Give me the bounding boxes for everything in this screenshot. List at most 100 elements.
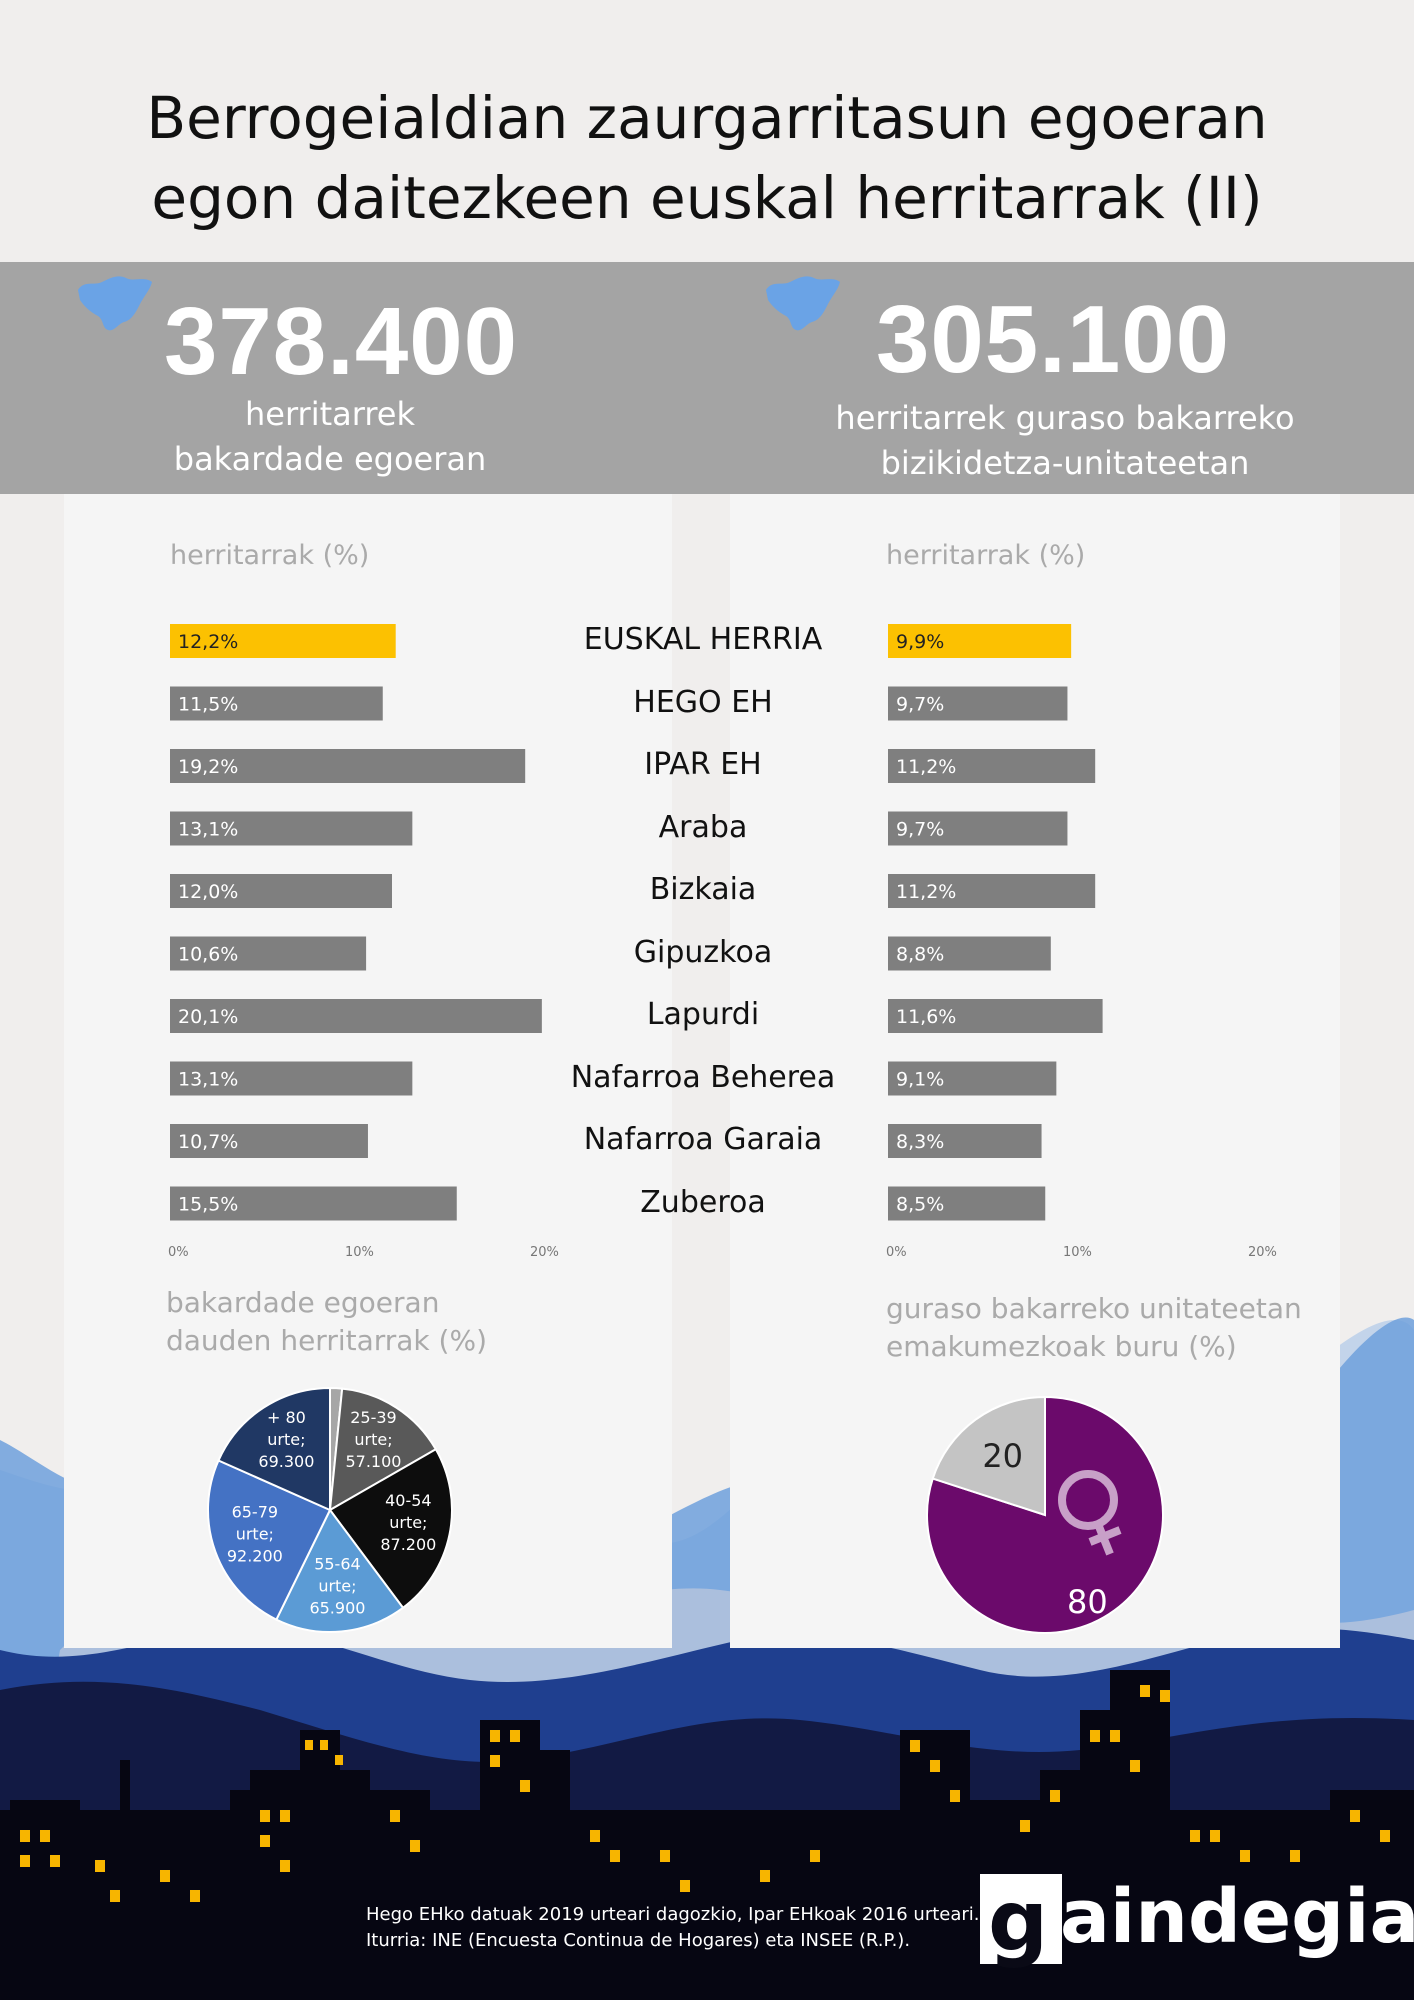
left-big-number: 378.400 [164,288,519,395]
region-label: Bizkaia [649,872,757,907]
left-bar-label: 10,7% [178,1131,238,1153]
left-axis-title: herritarrak (%) [170,540,370,571]
right-pie-slice [931,1395,1046,1517]
right-tick-label: 10% [1063,1245,1092,1260]
right-tick-label: 20% [1248,1245,1277,1260]
right-pie-title-line-2: emakumezkoak buru (%) [886,1330,1237,1363]
right-bar-label: 11,6% [896,1006,956,1028]
right-bar [888,999,1103,1033]
right-tick-label: 0% [886,1245,907,1260]
left-bar [170,686,383,721]
left-tick-label: 20% [530,1245,559,1260]
right-bar [888,1186,1046,1221]
right-bar-chart: 9,9% 9,7% 11,2% 9,7% 11,2% 8,8% 11,6% 9,1% 8,3% 8… [886,624,1277,1260]
right-bar-label: 9,9% [896,631,944,653]
basque-country-map-icon [78,276,152,331]
right-bar [888,1124,1042,1158]
left-pie-slice [328,1447,453,1610]
left-pie-slice-label: urte; [389,1513,427,1532]
left-big-subtitle: herritarrek bakardade egoeran [130,392,530,482]
left-bar [170,811,413,846]
left-pie-slice-label: urte; [236,1524,274,1543]
left-bar-label: 13,1% [178,819,238,841]
left-pie-slice-label: 57.100 [345,1452,401,1471]
footnote-line-2: Iturria: INE (Encuesta Continua de Hogar… [366,1930,911,1951]
female-symbol-icon [1058,1470,1122,1556]
right-pie-chart: 80 20 [926,1395,1164,1634]
title-line-1: Berrogeialdian zaurgarritasun egoeran [146,84,1268,152]
left-bar-chart: 12,2% 11,5% 19,2% 13,1% 12,0% 10,6% 20,1% 13,1%… [168,624,559,1260]
left-pie-slice [328,1387,438,1512]
left-pie-slice-label: 92.200 [227,1546,283,1565]
right-pie-title-line-1: guraso bakarreko unitateetan [886,1292,1302,1325]
footnote: Hego EHko datuak 2019 urteari dagozkio, … [366,1902,980,1954]
left-pie-slice [207,1459,332,1621]
right-axis-title: herritarrak (%) [886,540,1086,571]
left-pie-title-line-2: dauden herritarrak (%) [166,1324,488,1357]
right-bar [888,874,1096,908]
right-big-subtitle: herritarrek guraso bakarreko bizikidetza… [800,396,1330,486]
city-skyline [0,1670,1414,2000]
right-bar-label: 9,7% [896,819,944,841]
region-label: HEGO EH [633,684,773,720]
region-label: Lapurdi [646,997,760,1032]
region-label: Nafarroa Garaia [583,1122,823,1157]
left-bar [170,999,542,1033]
lit-windows [20,1685,1390,1902]
right-bar-label: 9,7% [896,694,944,716]
left-bar-label: 12,2% [178,631,238,653]
right-subtitle-line-1: herritarrek guraso bakarreko [835,399,1295,437]
logo-first-letter: g [988,1872,1049,1970]
left-tick-label: 0% [168,1245,189,1260]
region-label: IPAR EH [644,747,762,782]
left-pie-slice-label: 87.200 [380,1535,436,1554]
right-bar-label: 8,8% [896,944,944,966]
headline-band [0,262,1414,494]
left-pie-slice-label: 40-54 [385,1491,432,1510]
left-bar [170,1061,413,1096]
page-title: Berrogeialdian zaurgarritasun egoeran eg… [0,78,1414,238]
right-bar [888,811,1068,846]
left-bar [170,624,396,658]
left-bar-label: 12,0% [178,881,238,903]
left-pie-title: bakardade egoeran dauden herritarrak (%) [166,1284,487,1360]
region-label: Gipuzkoa [633,934,773,970]
logo-text: aindegia [1060,1874,1414,1960]
left-pie-slice-label: 55-64 [314,1555,361,1574]
left-bar [170,749,526,783]
right-bar [888,1061,1057,1096]
left-bar-label: 15,5% [178,1194,238,1216]
left-bar-label: 10,6% [178,944,238,966]
footnote-line-1: Hego EHko datuak 2019 urteari dagozkio, … [366,1904,980,1925]
right-pie-title: guraso bakarreko unitateetan emakumezkoa… [886,1290,1302,1366]
left-pie-slice-label: 25-39 [350,1408,397,1427]
left-pie-slice-label: 69.300 [258,1452,314,1471]
right-pie-slice [926,1395,1164,1634]
gaindegia-logo: aindegia g [980,1872,1414,1984]
left-pie-slice-label: 65.900 [309,1599,365,1618]
left-pie-slice-label: + 80 [267,1408,306,1427]
left-pie-slice-label: urte; [354,1430,392,1449]
right-bar-label: 8,5% [896,1194,944,1216]
left-pie-slice-label: urte; [267,1430,305,1449]
right-bar [888,936,1051,971]
left-pie-chart: 25-39 urte; 57.100 40-54 urte; 87.200 55-64 urt… [207,1386,453,1633]
left-pie-slice [275,1508,405,1633]
left-subtitle-line-2: bakardade egoeran [173,440,487,478]
right-bar-label: 9,1% [896,1069,944,1091]
right-bar-label: 11,2% [896,756,956,778]
right-subtitle-line-2: bizikidetza-unitateetan [880,444,1250,482]
title-line-2: egon daitezkeen euskal herritarrak (II) [151,164,1263,232]
right-bar [888,624,1072,658]
right-pie-slice-label: 80 [1067,1583,1108,1621]
left-bar-label: 19,2% [178,756,238,778]
right-bar-label: 8,3% [896,1131,944,1153]
left-bar-label: 13,1% [178,1069,238,1091]
right-bar [888,749,1096,783]
left-bar [170,1124,368,1158]
right-big-number: 305.100 [876,286,1231,393]
left-tick-label: 10% [345,1245,374,1260]
region-label: EUSKAL HERRIA [583,622,823,657]
logo-block [980,1874,1062,1964]
